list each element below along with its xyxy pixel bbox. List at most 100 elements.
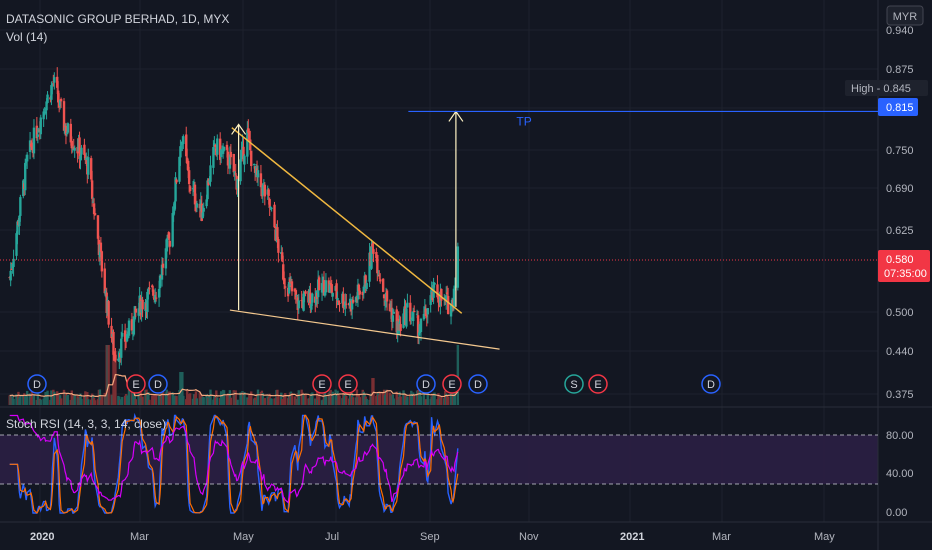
event-marker [416,374,436,394]
candlesticks[interactable] [8,67,460,370]
candle-body [207,179,210,186]
candle-body [89,158,93,180]
price-tick: 0.500 [886,307,914,319]
candle-body [216,138,219,155]
candle-body [452,288,456,307]
candle-body [160,264,164,280]
time-tick: Mar [712,531,731,543]
candle-body [234,173,237,175]
candle-body [110,325,113,339]
candle-body [429,295,432,305]
volume-bar [263,398,267,405]
drawings[interactable]: TP [229,110,878,350]
volume-bar [229,397,233,405]
candle-body [167,232,170,239]
volume-bar [127,389,131,405]
candle-body [252,164,256,166]
candle-body [337,300,340,302]
candle-body [154,294,157,303]
volume-bar [399,396,402,405]
volume-bar [209,389,212,405]
candle-body [276,227,279,241]
volume-bar [161,390,165,405]
event-marker [564,374,584,394]
candle-body [206,180,209,200]
candle-body [416,315,420,338]
volume-bar [372,378,375,405]
candle-body [193,184,197,205]
candle-body [51,84,54,86]
currency-badge[interactable] [886,5,924,26]
candle-body [282,264,285,280]
volume-bar [80,398,83,405]
candle-body [214,144,217,147]
volume-bar [426,393,429,405]
candle-body [456,246,460,288]
candle-body [10,269,13,271]
candle-body [137,308,140,316]
candle-body [35,125,39,139]
candle-body [405,308,408,327]
candle-body [277,239,280,253]
volume-bar [338,395,341,405]
candle-body [422,313,426,320]
candle-body [406,302,409,308]
candle-body [154,297,158,299]
volume-bar [440,397,443,405]
time-tick: Sep [420,531,440,543]
candle-body [87,157,90,175]
candle-body [342,293,345,309]
candle-body [259,173,263,188]
event-marker-label: E [344,379,351,391]
candle-body [440,288,443,301]
volume-bar [315,389,319,405]
osc-tick: 0.00 [886,507,907,519]
volume-bar [379,391,382,405]
candle-body [212,147,215,168]
candle-body [226,151,230,166]
candle-body [123,330,127,342]
time-tick: 2020 [30,531,54,543]
volume-bar [114,351,117,405]
volume-bar [36,390,40,405]
candle-body [242,146,245,162]
volume-bar [317,391,321,405]
price-axis[interactable]: 0.940 0.875 0.750 0.690 0.625 0.500 0.44… [845,25,930,519]
candle-body [283,277,286,285]
bar-countdown: 07:35:00 [884,268,927,280]
volume-bar [30,389,34,405]
candle-body [202,207,205,212]
candle-body [322,280,326,296]
candle-body [141,299,144,310]
tp-label: TP [516,114,531,128]
candle-body [173,201,176,211]
candle-body [323,292,327,296]
candle-body [44,111,47,114]
candle-body [195,203,199,208]
volume-bar [19,395,22,405]
candle-body [201,212,204,219]
candle-body [30,145,34,148]
candle-body [338,302,341,304]
candle-body [172,211,175,216]
candle-body [130,319,134,331]
candle-body [120,338,123,358]
price-tick: 0.625 [886,225,914,237]
volume-bar [395,391,398,405]
candle-body [236,179,239,189]
candle-body [161,263,165,268]
volume-bar [406,396,409,405]
time-axis[interactable]: 2020 Mar May Jul Sep Nov 2021 Mar May [30,531,835,543]
candle-body [70,140,73,149]
candle-body [320,283,324,293]
candle-body [412,311,415,322]
candle-body [228,154,232,169]
candle-body [365,283,368,289]
candle-body [133,306,137,320]
candle-body [268,199,271,208]
high-label: High - 0.845 [851,83,911,95]
candle-body [179,146,182,158]
